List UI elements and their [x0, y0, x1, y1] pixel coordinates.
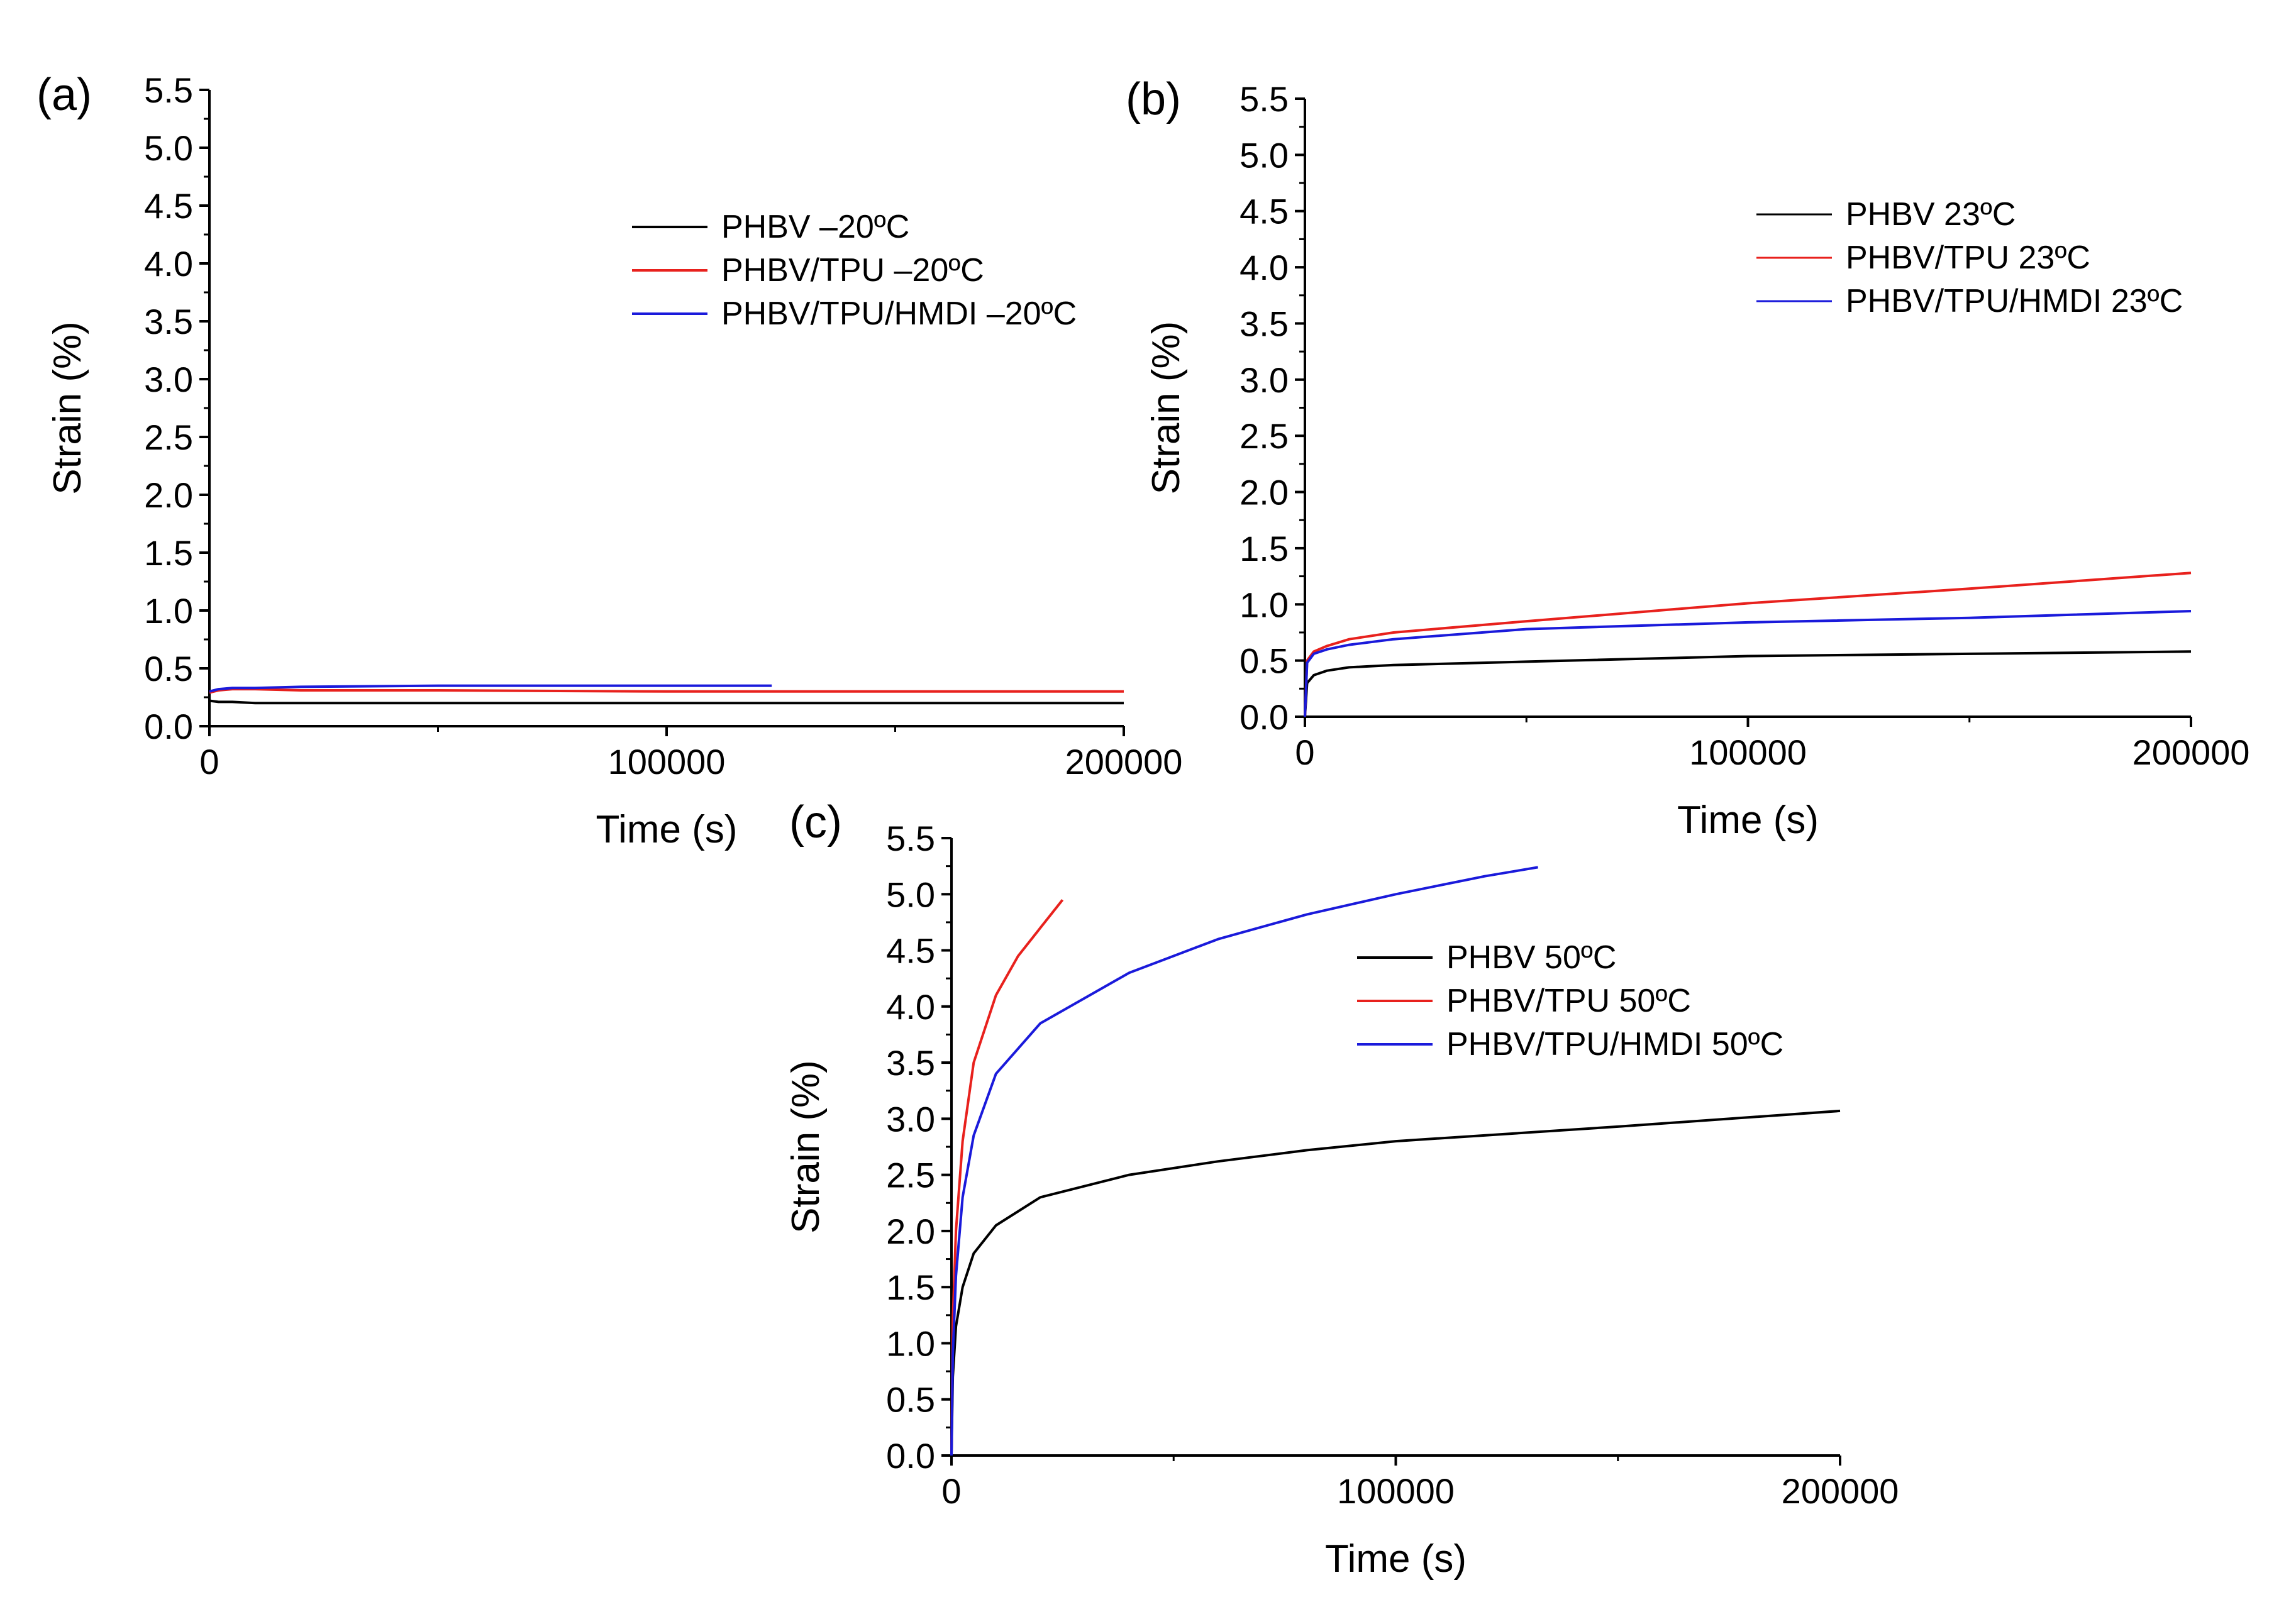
y-tick-label: 1.0 [144, 591, 193, 631]
y-tick-label: 3.5 [144, 302, 193, 341]
panel-label: (b) [1126, 74, 1181, 124]
y-axis-title: Strain (%) [46, 321, 89, 495]
y-tick-label: 1.0 [886, 1323, 935, 1363]
x-tick-label: 200000 [1782, 1471, 1899, 1511]
panel-label: (c) [789, 797, 842, 848]
legend-entry: PHBV 23ºC [1756, 196, 2016, 233]
legend: PHBV –20ºC PHBV/TPU –20ºC PHBV/TPU/HMDI … [632, 209, 1077, 332]
y-tick-label: 0.5 [1240, 641, 1289, 681]
y-tick-label: 5.5 [144, 70, 193, 110]
y-tick-label: 0.0 [144, 707, 193, 746]
panel-b: (b) 0.0 0.5 1.0 1.5 2.0 2.5 3.0 3.5 4.0 4.5 5.0 5.5… [1126, 74, 2249, 842]
y-tick-label: 3.0 [1240, 360, 1289, 400]
y-tick-label: 4.0 [886, 987, 935, 1027]
y-tick-label: 1.5 [1240, 529, 1289, 568]
ticks: 0.0 0.5 1.0 1.5 2.0 2.5 3.0 3.5 4.0 4.5 5.0 5.5 0 100… [1240, 79, 2249, 772]
y-tick-label: 0.0 [886, 1436, 935, 1476]
y-tick-label: 2.5 [144, 417, 193, 457]
legend-label: PHBV/TPU –20ºC [721, 252, 984, 289]
x-axis-title: Time (s) [596, 808, 738, 851]
legend: PHBV 23ºC PHBV/TPU 23ºC PHBV/TPU/HMDI 23… [1756, 196, 2183, 319]
legend-entry: PHBV/TPU/HMDI 50ºC [1357, 1026, 1783, 1063]
legend-entry: PHBV/TPU/HMDI –20ºC [632, 296, 1077, 332]
axes [208, 90, 1124, 727]
series-line [209, 684, 772, 693]
legend-label: PHBV 50ºC [1446, 939, 1616, 976]
legend-entry: PHBV 50ºC [1357, 939, 1616, 976]
series-line [950, 866, 1538, 1456]
series [950, 866, 1841, 1456]
legend-label: PHBV/TPU 23ºC [1846, 240, 2090, 276]
y-tick-label: 5.5 [886, 819, 935, 858]
panel-label: (a) [36, 70, 92, 120]
y-tick-label: 5.0 [144, 128, 193, 168]
ticks: 0.0 0.5 1.0 1.5 2.0 2.5 3.0 3.5 4.0 4.5 5.0 5.5 0 100… [144, 70, 1182, 782]
y-tick-label: 2.0 [144, 475, 193, 515]
y-tick-label: 2.0 [1240, 473, 1289, 512]
series-line [950, 1109, 1841, 1456]
panel-a: (a) 0.0 0.5 1.0 1.5 2.0 2.5 3.0 3.5 4.0 4.5 5.0 5.5… [36, 70, 1182, 851]
series [209, 684, 1124, 705]
series-line [209, 688, 1124, 694]
y-tick-label: 1.5 [886, 1268, 935, 1307]
y-tick-label: 0.0 [1240, 697, 1289, 737]
legend-entry: PHBV –20ºC [632, 209, 909, 245]
legend-entry: PHBV/TPU/HMDI 23ºC [1756, 283, 2183, 319]
y-tick-label: 1.0 [1240, 585, 1289, 624]
y-tick-label: 1.5 [144, 533, 193, 573]
axes [950, 838, 1840, 1457]
ticks: 0.0 0.5 1.0 1.5 2.0 2.5 3.0 3.5 4.0 4.5 5.0 5.5 0 100… [886, 819, 1899, 1511]
x-tick-label: 0 [941, 1471, 961, 1511]
x-axis-title: Time (s) [1677, 798, 1819, 842]
y-axis-title: Strain (%) [1145, 321, 1188, 495]
y-tick-label: 0.5 [144, 649, 193, 688]
y-tick-label: 3.5 [1240, 304, 1289, 343]
legend-label: PHBV/TPU/HMDI –20ºC [721, 296, 1077, 332]
legend-entry: PHBV/TPU 50ºC [1357, 983, 1691, 1019]
x-tick-label: 200000 [2132, 732, 2250, 772]
y-tick-label: 4.5 [144, 186, 193, 226]
y-tick-label: 3.0 [886, 1099, 935, 1139]
series-line [1304, 650, 2192, 717]
y-tick-label: 4.5 [1240, 192, 1289, 231]
series-line [1304, 610, 2192, 717]
y-tick-label: 5.0 [1240, 135, 1289, 175]
y-tick-label: 2.0 [886, 1212, 935, 1251]
y-tick-label: 4.0 [144, 244, 193, 284]
y-tick-label: 3.5 [886, 1043, 935, 1083]
y-tick-label: 5.0 [886, 875, 935, 914]
y-axis-title: Strain (%) [784, 1060, 828, 1234]
y-tick-label: 4.5 [886, 931, 935, 971]
x-tick-label: 0 [199, 742, 219, 782]
x-tick-label: 100000 [1337, 1471, 1455, 1511]
y-tick-label: 5.5 [1240, 79, 1289, 119]
legend-entry: PHBV/TPU –20ºC [632, 252, 984, 289]
legend-label: PHBV/TPU 50ºC [1446, 983, 1691, 1019]
y-tick-label: 3.0 [144, 360, 193, 399]
series [1304, 572, 2192, 717]
y-tick-label: 4.0 [1240, 248, 1289, 287]
legend-label: PHBV/TPU/HMDI 23ºC [1846, 283, 2183, 319]
y-tick-label: 2.5 [1240, 416, 1289, 456]
x-tick-label: 100000 [608, 742, 726, 782]
legend-label: PHBV 23ºC [1846, 196, 2016, 233]
series-line [950, 898, 1064, 1456]
x-tick-label: 200000 [1065, 742, 1183, 782]
x-axis-title: Time (s) [1325, 1537, 1467, 1581]
legend-entry: PHBV/TPU 23ºC [1756, 240, 2090, 276]
series-line [1304, 572, 2192, 717]
y-tick-label: 0.5 [886, 1380, 935, 1420]
y-tick-label: 2.5 [886, 1156, 935, 1195]
series-line [209, 699, 1124, 705]
x-tick-label: 0 [1295, 732, 1314, 772]
panel-c: (c) 0.0 0.5 1.0 1.5 2.0 2.5 3.0 3.5 4.0 4.5 5.0 5.5… [784, 797, 1899, 1581]
legend-label: PHBV –20ºC [721, 209, 909, 245]
axes [1304, 99, 2191, 718]
legend-label: PHBV/TPU/HMDI 50ºC [1446, 1026, 1783, 1063]
legend: PHBV 50ºC PHBV/TPU 50ºC PHBV/TPU/HMDI 50… [1357, 939, 1783, 1063]
x-tick-label: 100000 [1689, 732, 1807, 772]
